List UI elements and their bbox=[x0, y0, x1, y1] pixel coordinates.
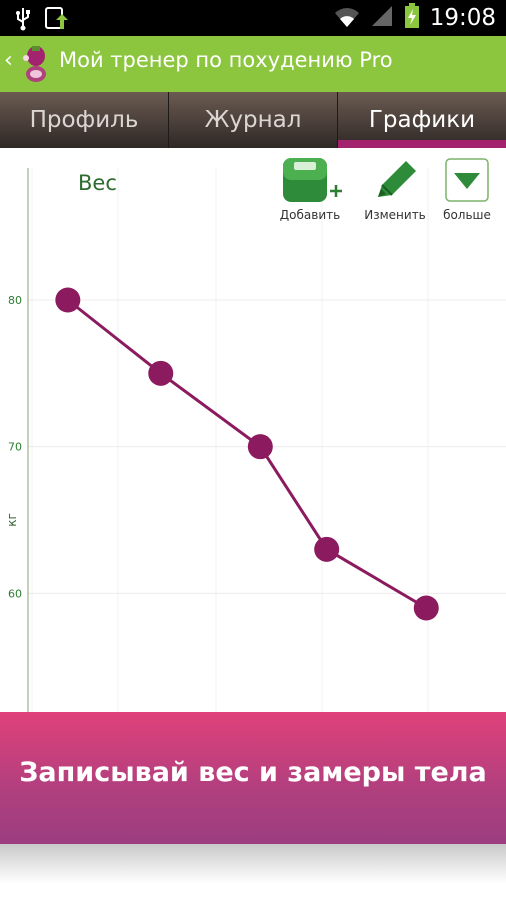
wifi-icon bbox=[334, 3, 360, 33]
tab-charts[interactable]: Графики bbox=[338, 92, 506, 148]
app-logo[interactable] bbox=[20, 44, 52, 84]
tab-profile-label: Профиль bbox=[29, 107, 139, 133]
more-label: больше bbox=[443, 208, 491, 222]
pencil-icon bbox=[370, 161, 420, 206]
signal-icon bbox=[370, 4, 394, 32]
edit-button[interactable]: Изменить bbox=[358, 157, 432, 222]
promo-text: Записывай вес и замеры тела bbox=[19, 757, 487, 788]
more-button[interactable]: больше bbox=[436, 157, 498, 222]
series-line bbox=[66, 298, 428, 610]
tab-profile[interactable]: Профиль bbox=[0, 92, 169, 148]
app-title: Мой тренер по похудению Pro bbox=[59, 48, 393, 72]
sync-icon bbox=[44, 6, 70, 36]
add-weight-button[interactable]: Добавить bbox=[272, 157, 348, 222]
edit-label: Изменить bbox=[364, 208, 426, 222]
chart-title: Вес bbox=[78, 171, 117, 195]
clock: 19:08 bbox=[429, 5, 496, 31]
dropdown-arrow-icon bbox=[443, 158, 491, 206]
status-bar: 19:08 bbox=[0, 0, 506, 36]
tab-charts-label: Графики bbox=[368, 107, 476, 133]
tab-bar: Профиль Журнал Графики bbox=[0, 92, 506, 148]
y-tick-label: 60 bbox=[8, 587, 22, 600]
bottom-shadow bbox=[0, 844, 506, 900]
y-tick-label: 70 bbox=[8, 441, 22, 454]
y-tick-label: 80 bbox=[8, 294, 22, 307]
data-point bbox=[148, 360, 174, 386]
data-point bbox=[314, 536, 340, 562]
battery-icon bbox=[404, 3, 420, 33]
scale-plus-icon bbox=[275, 158, 345, 206]
add-weight-label: Добавить bbox=[279, 208, 341, 222]
promo-banner: Записывай вес и замеры тела bbox=[0, 712, 506, 844]
action-bar: ‹ Мой тренер по похудению Pro bbox=[0, 36, 506, 92]
data-point bbox=[247, 434, 273, 460]
tab-journal[interactable]: Журнал bbox=[169, 92, 338, 148]
data-point bbox=[413, 595, 439, 621]
data-point bbox=[55, 287, 81, 313]
usb-icon bbox=[14, 7, 32, 35]
weight-chart: 607080кгВес01 апр17 апр03 мая19 маяДата bbox=[5, 168, 506, 712]
back-chevron-icon[interactable]: ‹ bbox=[4, 48, 13, 73]
y-axis-label: кг bbox=[5, 513, 19, 527]
tab-journal-label: Журнал bbox=[204, 107, 302, 133]
